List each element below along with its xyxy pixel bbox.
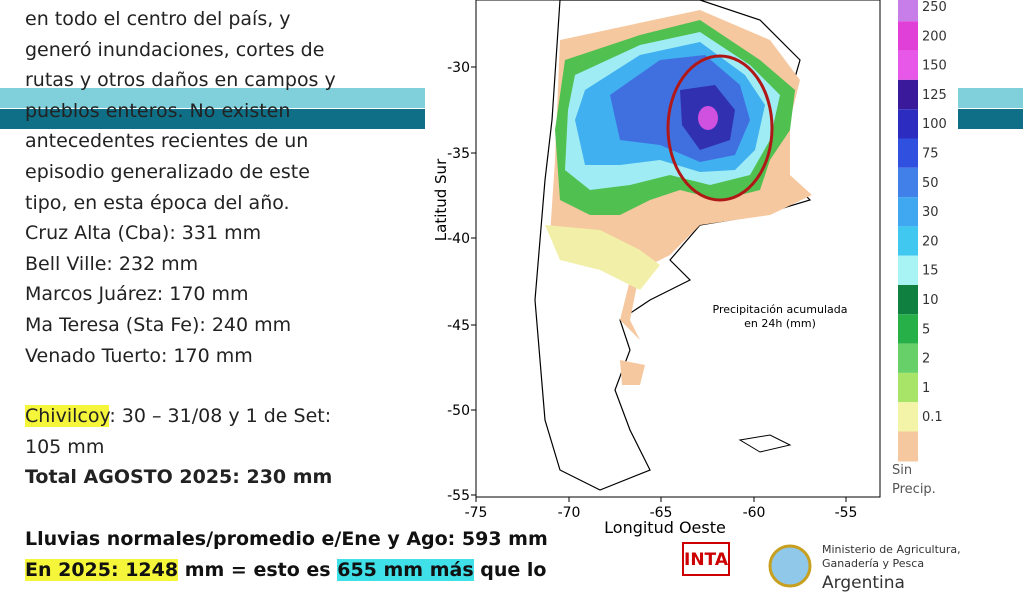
legend-swatch [898,109,918,139]
station-line: Cruz Alta (Cba): 331 mm [25,222,262,245]
legend-label: 15 [922,264,939,279]
legend-swatch [898,21,918,51]
y-tick-label: -40 [447,231,470,247]
x-tick-label: -75 [465,505,488,521]
rain-area [545,225,660,290]
total: Total AGOSTO 2025: 230 mm [25,466,333,489]
y-axis-title: Latitud Sur [432,158,450,241]
text-line: tipo, en esta época del año. [25,191,290,214]
legend-swatch [898,226,918,256]
country-text: Argentina [822,573,905,592]
legend-label: 125 [922,88,947,103]
annotation: en 24h (mm) [744,317,816,330]
legend-swatch [898,372,918,403]
legend-label: 50 [922,176,939,191]
text: : 30 – 31/08 y 1 de Set: [109,405,332,428]
text-line: episodio generalizado de este [25,160,310,183]
island [738,434,792,453]
inta-logo [682,542,730,576]
legend-label: 30 [922,205,939,220]
highlight: 655 mm más [337,559,474,581]
legend-swatch [898,0,918,22]
legend-swatch [898,402,918,432]
legend-label: 2 [922,352,930,367]
highlight-ellipse [666,54,774,202]
legend-swatch [898,285,918,315]
legend: 250 200 150 125 100 75 50 30 20 15 10 5 2 1 0.1 [898,0,947,462]
paragraph: en todo el centro del país, y generó inun… [25,4,405,218]
y-tick-label: -45 [447,318,470,334]
ministry-text: Ministerio de Agricultura, [822,543,961,556]
x-tick-label: -65 [650,505,673,521]
legend-label: 250 [922,0,947,15]
annotation: Precipitación acumulada [713,303,848,316]
bottom-line: Lluvias normales/promedio e/Ene y Ago: 5… [25,528,548,550]
station-line: Ma Teresa (Sta Fe): 240 mm [25,313,292,336]
x-tick-label: -60 [743,505,766,521]
highlight: Chivilcoy [25,405,110,428]
y-tick-label: -50 [447,403,470,419]
legend-swatch [898,167,918,198]
x-axis-title: Longitud Oeste [604,518,726,537]
chivilcoy-line: Chivilcoy: 30 – 31/08 y 1 de Set: [25,401,405,432]
legend-label: 200 [922,29,947,44]
y-tick-label: -35 [447,146,470,162]
legend-label: 75 [922,147,939,162]
station-line: Venado Tuerto: 170 mm [25,344,253,367]
legend-swatch [898,314,918,344]
text-line: antecedentes recientes de un [25,130,309,153]
station-line: Bell Ville: 232 mm [25,252,199,275]
legend-swatch [898,79,918,110]
teal-band [958,88,1023,108]
legend-label: 10 [922,293,939,308]
legend-swatch [898,343,918,373]
bottom-line: En 2025: 1248 mm = esto es 655 mm más qu… [25,559,546,581]
highlight: En 2025: 1248 [25,559,179,581]
teal-band [0,109,425,129]
text-line: en todo el centro del país, y [25,8,291,30]
legend-label: 5 [922,322,930,337]
text: mm = esto es [178,559,338,581]
legend-swatch [898,138,918,168]
text-line: pueblos enteros. No existen [25,99,291,122]
left-text: en todo el centro del país, y generó inun… [25,4,405,493]
map-area [475,0,881,498]
text-line: rutas y otros daños en campos y [25,69,336,92]
legend-label: 150 [922,59,947,74]
legend-swatch [898,431,918,462]
text-line: generó inundaciones, cortes de [25,38,325,61]
rain-area [620,360,645,385]
text: 105 mm [25,435,105,458]
legend-label: 100 [922,117,947,132]
text: que lo [473,559,547,581]
stations: Cruz Alta (Cba): 331 mm Bell Ville: 232 m… [25,218,405,371]
coat-of-arms [768,544,812,588]
station-line: Marcos Juárez: 170 mm [25,283,249,306]
legend-swatch [898,197,918,227]
rain-core [698,106,718,130]
teal-band [0,88,425,108]
x-tick-label: -70 [558,505,581,521]
legend-label: Sin [892,463,912,478]
ministry-text: Ganadería y Pesca [822,557,924,570]
legend-label: 0.1 [922,410,943,425]
legend-label: 20 [922,234,939,249]
legend-label: Precip. [892,482,936,497]
teal-band [958,109,1023,129]
y-tick-label: -55 [447,488,470,504]
inta-text: INTA [684,550,729,570]
legend-swatch [898,50,918,80]
y-tick-label: -30 [447,60,470,76]
legend-label: 1 [922,381,930,396]
legend-swatch [898,255,918,285]
x-tick-label: -55 [835,505,858,521]
